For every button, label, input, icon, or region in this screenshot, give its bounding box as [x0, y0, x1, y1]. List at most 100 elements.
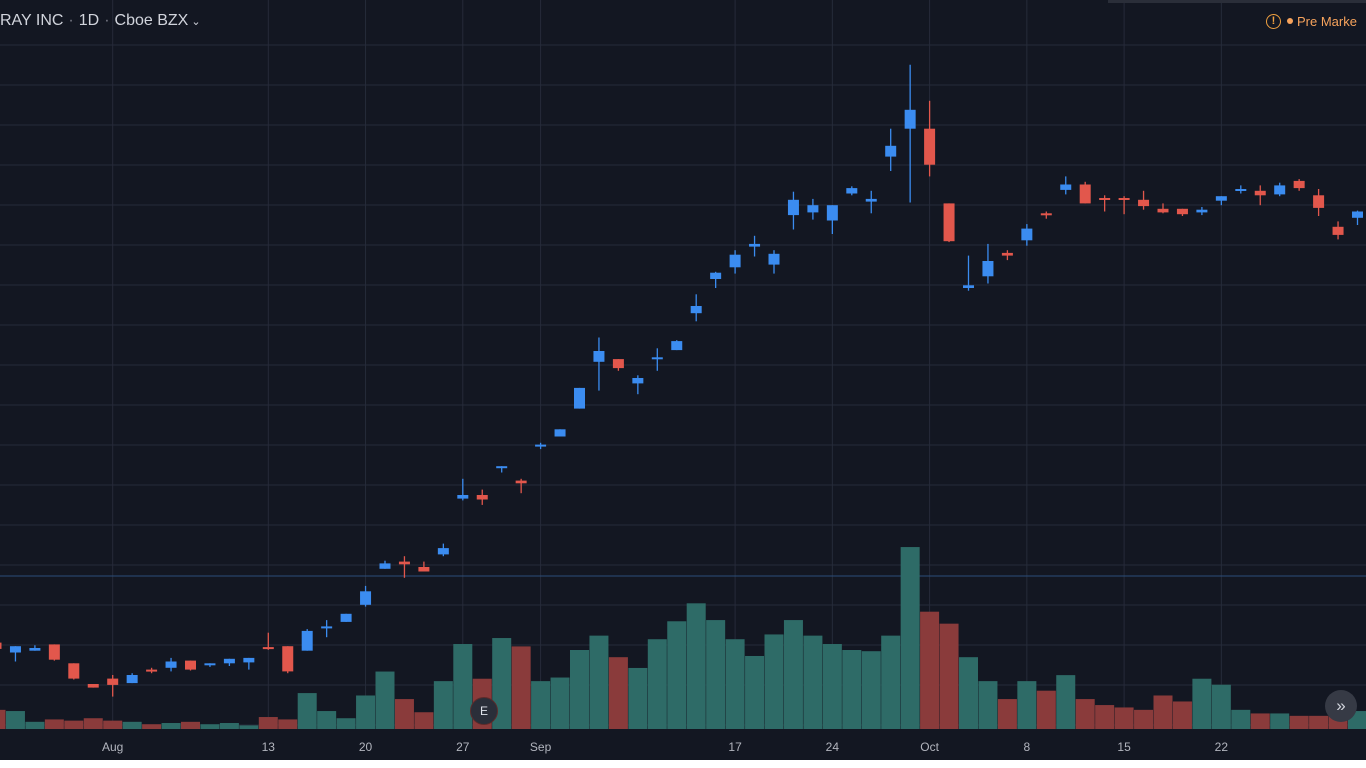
session-status[interactable]: ! Pre Marke — [1266, 11, 1357, 31]
volume-bar — [44, 719, 64, 729]
x-tick-label: Oct — [920, 740, 939, 754]
volume-bar — [803, 635, 823, 729]
grid-lines — [0, 0, 1366, 729]
interval-label[interactable]: 1D — [78, 12, 100, 29]
chevron-down-icon[interactable]: ⌄ — [191, 15, 201, 28]
volume-bar — [959, 657, 978, 729]
exchange-label[interactable]: Cboe BZX — [114, 12, 189, 29]
candle-body — [787, 199, 799, 216]
candle-body — [1138, 199, 1150, 207]
volume-bar — [1153, 695, 1173, 729]
volume-bar — [939, 623, 959, 729]
candle-body — [1254, 190, 1266, 196]
volume-bar — [647, 639, 667, 729]
volume-bar — [706, 620, 726, 729]
candle-body — [729, 254, 741, 268]
candle-body — [437, 548, 449, 555]
volume-bar — [200, 724, 220, 729]
volume-bar — [1231, 709, 1251, 729]
volume-bar — [5, 711, 25, 729]
volume-bar — [1095, 705, 1115, 729]
volume-bar — [375, 671, 395, 729]
volume-bar — [997, 699, 1017, 729]
candle-body — [185, 660, 196, 670]
volume-bar — [725, 639, 745, 729]
volume-bar — [745, 655, 765, 729]
candle-body — [865, 198, 877, 202]
candle-body — [87, 684, 99, 688]
exclamation-circle-icon[interactable]: ! — [1266, 13, 1281, 29]
candle-body — [574, 387, 585, 409]
volume-bar — [219, 723, 239, 729]
volume-bar — [356, 695, 376, 729]
volume-bars — [0, 547, 1366, 729]
x-tick-label: 13 — [261, 740, 275, 754]
candle-body — [807, 205, 819, 213]
candle-body — [963, 285, 974, 288]
top-strip — [1108, 0, 1366, 3]
volume-bar — [142, 724, 162, 729]
candle-body — [9, 646, 21, 653]
candle-body — [826, 205, 838, 221]
volume-bar — [239, 725, 259, 729]
volume-bar — [1056, 675, 1076, 729]
volume-bar — [1250, 713, 1270, 729]
earnings-label: E — [479, 704, 488, 718]
candle-body — [496, 466, 508, 469]
volume-bar — [394, 699, 414, 729]
candle-body — [1079, 184, 1091, 204]
volume-bar — [1134, 709, 1154, 729]
double-chevron-right-icon: » — [1336, 696, 1346, 715]
volume-bar — [978, 681, 998, 729]
volume-bar — [822, 644, 842, 729]
volume-bar — [1289, 715, 1309, 729]
volume-bar — [589, 635, 609, 729]
session-label: Pre Marke — [1297, 13, 1357, 29]
legend-separator: · — [68, 12, 74, 29]
symbol-name[interactable]: RAY INC — [0, 12, 64, 29]
volume-bar — [1172, 701, 1192, 729]
volume-bar — [1114, 707, 1134, 729]
candle-body — [146, 669, 158, 672]
x-tick-label: 24 — [825, 740, 840, 754]
candle-body — [68, 663, 80, 679]
bottom-strip — [0, 760, 1366, 768]
volume-bar — [861, 651, 881, 729]
candle-body — [690, 306, 702, 314]
volume-bar — [25, 721, 45, 729]
candle-body — [340, 613, 352, 622]
candle-body — [671, 341, 683, 351]
candle-body — [126, 675, 138, 684]
status-dot — [1287, 18, 1293, 24]
candle-body — [29, 648, 41, 651]
candle-body — [924, 128, 936, 165]
candle-body — [1021, 228, 1033, 241]
volume-bar — [842, 649, 862, 729]
x-tick-label: Aug — [102, 740, 124, 754]
volume-bar — [1309, 715, 1329, 729]
scroll-to-realtime-button[interactable]: » — [1325, 690, 1357, 722]
symbol-legend[interactable]: RAY INC · 1D · Cboe BZX ⌄ — [0, 10, 201, 32]
candle-body — [360, 591, 372, 605]
candle-body — [165, 661, 177, 668]
x-tick-label: 20 — [358, 740, 373, 754]
volume-bar — [667, 621, 687, 729]
candle-body — [593, 351, 605, 362]
candle-body — [943, 203, 955, 242]
candle-body — [398, 561, 410, 565]
volume-bar — [881, 635, 901, 729]
candle-body — [1118, 198, 1130, 200]
candle-body — [1001, 252, 1013, 256]
candle-body — [457, 495, 469, 499]
candle-body — [107, 678, 119, 685]
candle-body — [379, 563, 391, 569]
earnings-marker[interactable]: E — [470, 697, 498, 725]
volume-bar — [0, 709, 6, 729]
legend-separator: · — [104, 12, 110, 29]
candle-body — [710, 272, 722, 279]
volume-bar — [181, 721, 200, 729]
candle-body — [1235, 189, 1247, 191]
volume-bar — [1270, 713, 1290, 729]
